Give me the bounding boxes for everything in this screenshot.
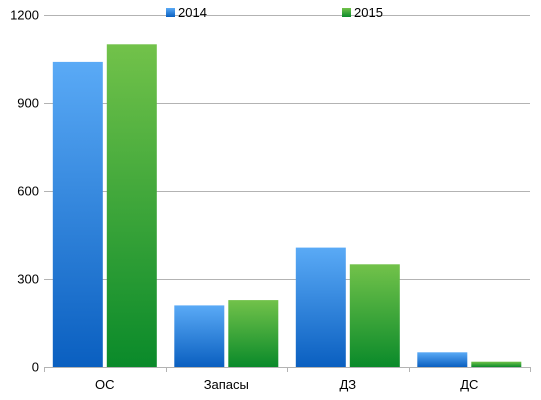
y-tick-label: 0: [32, 360, 39, 375]
bar-2014-3: [417, 352, 468, 367]
x-tick-label: ОС: [95, 377, 115, 392]
bar-2015-2: [349, 264, 400, 367]
y-tick-label: 900: [17, 96, 39, 111]
legend-swatch: [342, 8, 351, 17]
bar-2015-0: [106, 44, 157, 368]
x-tick-label: Запасы: [204, 377, 249, 392]
x-tick-label: ДЗ: [339, 377, 356, 392]
bars: [52, 44, 522, 368]
x-tick-label: ДС: [460, 377, 478, 392]
bar-2015-3: [471, 361, 522, 367]
y-tick-label: 1200: [10, 8, 39, 23]
bar-2014-2: [295, 247, 346, 367]
legend-label: 2014: [178, 5, 207, 20]
bar-2014-1: [174, 305, 225, 367]
bar-2015-1: [228, 300, 279, 367]
bar-2014-0: [52, 61, 103, 368]
legend: 2014 2015: [166, 5, 383, 20]
y-tick-label: 300: [17, 272, 39, 287]
y-tick-label: 600: [17, 184, 39, 199]
legend-label: 2015: [354, 5, 383, 20]
x-axis-ticks: ОС Запасы ДЗ ДС: [95, 377, 478, 392]
legend-swatch: [166, 8, 175, 17]
y-axis-ticks: 0 300 600 900 1200: [10, 8, 39, 375]
